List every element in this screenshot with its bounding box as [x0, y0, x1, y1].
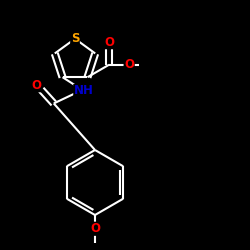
Text: O: O	[90, 222, 100, 235]
Text: O: O	[124, 58, 134, 71]
Text: O: O	[32, 79, 42, 92]
Text: NH: NH	[74, 84, 94, 98]
Text: S: S	[71, 32, 79, 45]
Text: O: O	[104, 36, 114, 49]
